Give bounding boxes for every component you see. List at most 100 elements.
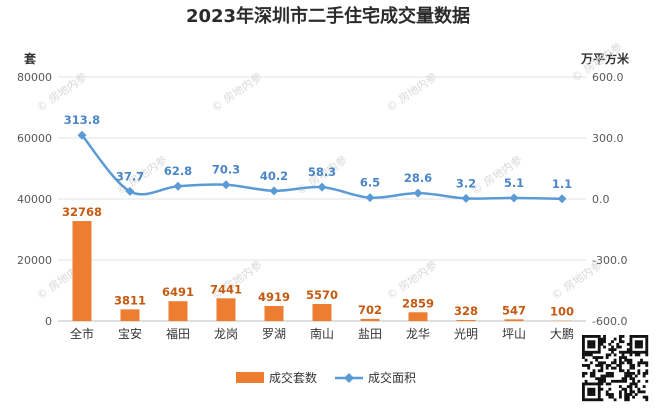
qr-module [597,369,601,373]
qr-module [618,364,622,367]
qr-module [603,340,606,344]
qr-module [642,335,646,338]
qr-module [582,356,585,359]
chart-title: 2023年深圳市二手住宅成交量数据 [186,5,470,27]
qr-module [608,371,612,375]
qr-module [589,353,593,357]
qr-module [621,369,625,373]
qr-module [587,387,591,391]
qr-module [624,395,628,399]
qr-module [605,390,609,394]
qr-module [618,393,622,396]
qr-module [608,353,612,357]
qr-module [624,393,628,396]
qr-module [582,398,585,402]
qr-module [618,361,622,365]
qr-module [640,358,643,362]
right-tick-label: -300.0 [592,254,627,267]
qr-module [595,377,599,381]
qr-module [592,342,596,346]
qr-module [613,398,617,402]
qr-module [645,379,649,383]
qr-module [637,353,641,357]
qr-module [592,387,596,391]
qr-module [621,356,625,359]
qr-module [589,382,593,386]
qr-module [611,393,614,396]
qr-module [632,382,635,386]
qr-module [640,361,643,365]
qr-module [608,393,612,396]
qr-module [616,342,620,346]
qr-module [608,374,612,378]
bar [456,319,476,321]
left-tick-label: 80000 [17,71,52,84]
qr-module [626,393,630,396]
qr-module [632,364,635,367]
qr-module [582,390,585,394]
qr-module [582,395,585,399]
qr-module [600,377,604,381]
qr-module [611,340,614,344]
qr-module [629,387,633,391]
qr-module [640,350,643,354]
bar [168,301,188,321]
qr-module [616,379,620,383]
qr-module [597,390,601,394]
left-axis-ticks: 0 20000 40000 60000 80000 [17,71,52,328]
qr-module [629,366,633,370]
qr-module [582,342,585,346]
bar-value-label: 3811 [114,293,146,307]
line-marker [173,181,183,191]
qr-module [589,374,593,378]
qr-module [587,366,591,370]
line-value-label: 313.8 [64,113,100,127]
qr-module [640,335,643,338]
qr-module [595,335,599,338]
qr-module [600,374,604,378]
qr-module [582,393,585,396]
qr-module [626,361,630,365]
qr-module [632,335,635,338]
qr-module [603,379,606,383]
qr-module [587,342,591,346]
bar-value-label: 328 [454,304,478,318]
qr-module [600,366,604,370]
qr-module [632,390,635,394]
bar [408,312,428,321]
qr-module [589,345,593,349]
qr-module [645,353,649,357]
qr-module [645,340,649,344]
category-label: 南山 [310,326,334,341]
bar-series [72,221,572,321]
qr-module [629,364,633,367]
qr-module [611,371,614,375]
left-axis-unit: 套 [23,51,37,66]
qr-module [595,382,599,386]
qr-module [584,382,588,386]
qr-module [592,340,596,344]
bar [312,304,332,321]
qr-module [618,356,622,359]
qr-module [621,377,625,381]
qr-module [582,364,585,367]
line-value-label: 40.2 [260,169,288,183]
qr-module [582,353,585,357]
qr-module [589,387,593,391]
legend-swatch-bar [236,372,264,383]
qr-module [597,379,601,383]
qr-module [642,361,646,365]
qr-module [624,377,628,381]
qr-module [645,361,649,365]
qr-module [597,385,601,388]
qr-module [605,353,609,357]
qr-module [592,374,596,378]
qr-module [595,364,599,367]
category-label: 光明 [454,327,478,341]
line-value-label: 37.7 [116,169,144,183]
qr-module [608,395,612,399]
bar-value-label: 7441 [210,282,242,296]
qr-module [645,335,649,338]
qr-module [637,335,641,338]
qr-module [600,342,604,346]
